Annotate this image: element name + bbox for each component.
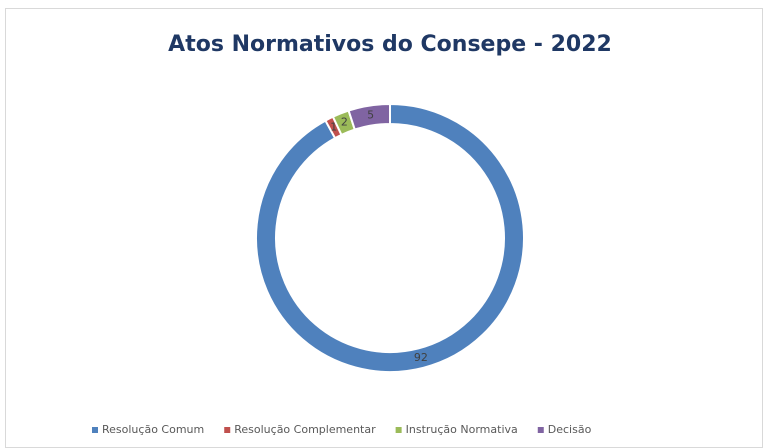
legend-swatch — [537, 427, 544, 433]
legend-label: Resolução Complementar — [234, 423, 376, 436]
data-label: 2 — [341, 116, 348, 129]
donut-segment — [255, 102, 525, 373]
legend-label: Instrução Normativa — [406, 423, 518, 436]
legend-label: Resolução Comum — [102, 423, 204, 436]
donut-segment — [347, 102, 391, 131]
legend-swatch — [395, 427, 402, 433]
legend-swatch — [224, 427, 231, 433]
data-label: 1 — [330, 121, 337, 134]
legend-swatch — [92, 427, 98, 433]
data-label: 92 — [414, 351, 428, 364]
chart-title: Atos Normativos do Consepe - 2022 — [168, 32, 612, 57]
data-label: 5 — [367, 109, 374, 122]
legend-label: Decisão — [548, 423, 592, 436]
chart-frame — [5, 8, 763, 448]
